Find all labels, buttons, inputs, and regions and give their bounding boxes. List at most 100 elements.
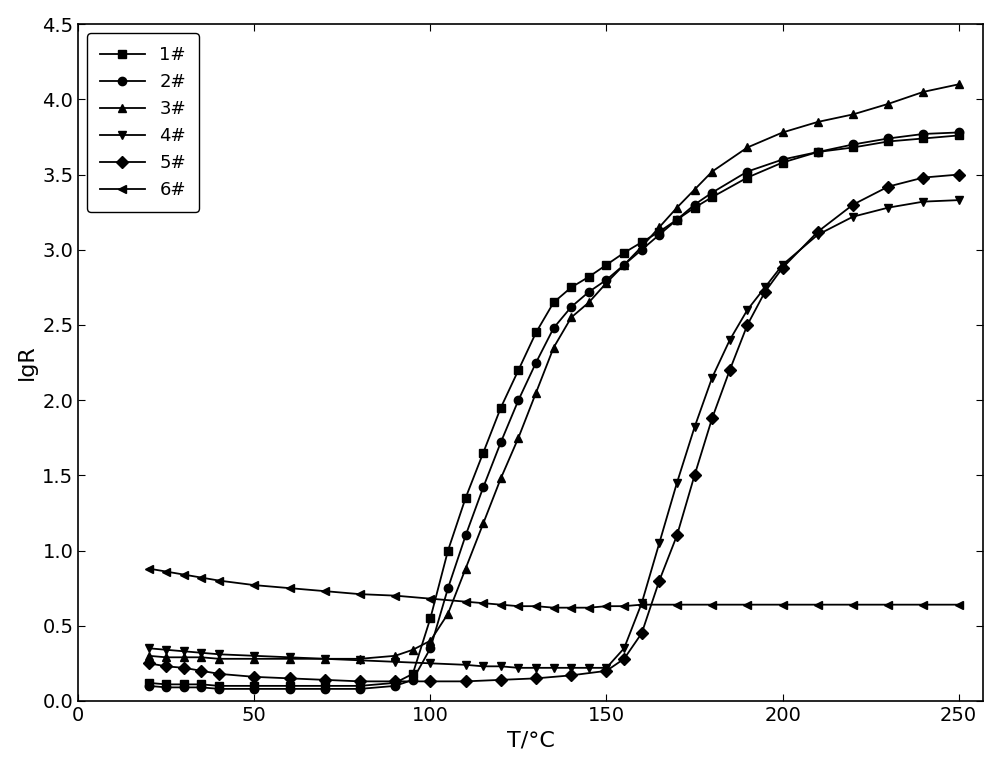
6# <box>195 573 207 582</box>
X-axis label: T/°C: T/°C <box>507 730 555 750</box>
4# <box>653 538 665 548</box>
3# <box>671 203 683 212</box>
4# <box>917 197 929 206</box>
4# <box>689 423 701 432</box>
3# <box>548 343 560 352</box>
2# <box>600 275 612 285</box>
2# <box>248 684 260 693</box>
5# <box>812 227 824 236</box>
6# <box>671 600 683 609</box>
2# <box>671 215 683 224</box>
1# <box>583 272 595 281</box>
2# <box>917 130 929 139</box>
6# <box>777 600 789 609</box>
5# <box>319 675 331 684</box>
2# <box>706 188 718 197</box>
1# <box>160 680 172 689</box>
2# <box>618 260 630 269</box>
5# <box>618 654 630 663</box>
4# <box>460 660 472 670</box>
5# <box>653 576 665 585</box>
1# <box>195 680 207 689</box>
3# <box>882 99 894 108</box>
3# <box>354 654 366 663</box>
5# <box>530 673 542 683</box>
6# <box>530 601 542 611</box>
6# <box>636 600 648 609</box>
2# <box>882 134 894 143</box>
1# <box>248 681 260 690</box>
6# <box>565 603 577 612</box>
4# <box>812 230 824 239</box>
3# <box>424 636 436 645</box>
4# <box>565 663 577 673</box>
3# <box>160 653 172 662</box>
4# <box>495 662 507 671</box>
5# <box>882 182 894 191</box>
3# <box>477 518 489 528</box>
6# <box>354 590 366 599</box>
3# <box>284 654 296 663</box>
5# <box>741 321 753 330</box>
3# <box>741 143 753 152</box>
5# <box>777 263 789 272</box>
4# <box>600 663 612 673</box>
4# <box>319 654 331 663</box>
6# <box>319 587 331 596</box>
2# <box>143 681 155 690</box>
3# <box>495 474 507 483</box>
1# <box>354 681 366 690</box>
5# <box>671 531 683 540</box>
3# <box>530 388 542 397</box>
1# <box>953 131 965 140</box>
6# <box>213 576 225 585</box>
5# <box>143 659 155 668</box>
Line: 1#: 1# <box>144 131 963 690</box>
4# <box>724 335 736 344</box>
3# <box>389 651 401 660</box>
2# <box>477 482 489 492</box>
6# <box>284 584 296 593</box>
2# <box>160 683 172 692</box>
4# <box>195 648 207 657</box>
3# <box>812 117 824 127</box>
3# <box>248 654 260 663</box>
5# <box>600 667 612 676</box>
2# <box>530 358 542 367</box>
4# <box>424 659 436 668</box>
5# <box>213 670 225 679</box>
4# <box>882 203 894 212</box>
5# <box>389 676 401 686</box>
6# <box>477 598 489 607</box>
3# <box>583 298 595 307</box>
3# <box>442 609 454 618</box>
3# <box>600 278 612 288</box>
6# <box>248 581 260 590</box>
2# <box>653 230 665 239</box>
5# <box>178 663 190 673</box>
6# <box>882 600 894 609</box>
3# <box>195 653 207 662</box>
4# <box>847 212 859 221</box>
4# <box>583 663 595 673</box>
1# <box>917 134 929 143</box>
5# <box>953 170 965 179</box>
2# <box>354 684 366 693</box>
4# <box>477 662 489 671</box>
4# <box>389 657 401 667</box>
4# <box>530 663 542 673</box>
6# <box>706 600 718 609</box>
3# <box>319 654 331 663</box>
6# <box>424 594 436 604</box>
1# <box>618 249 630 258</box>
1# <box>460 493 472 502</box>
4# <box>777 260 789 269</box>
6# <box>812 600 824 609</box>
2# <box>195 683 207 692</box>
2# <box>583 288 595 297</box>
1# <box>512 365 524 374</box>
5# <box>847 200 859 209</box>
2# <box>389 681 401 690</box>
5# <box>424 676 436 686</box>
5# <box>495 675 507 684</box>
